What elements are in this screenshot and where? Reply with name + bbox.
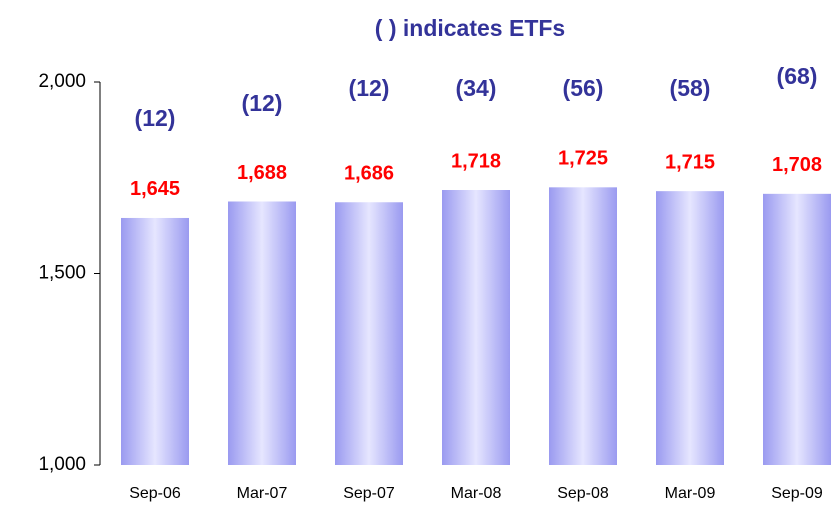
y-tick-label: 1,500 bbox=[38, 263, 86, 284]
x-tick-label: Sep-07 bbox=[343, 485, 395, 502]
x-tick-label: Mar-07 bbox=[237, 485, 288, 502]
bar bbox=[549, 187, 617, 465]
value-label: 1,688 bbox=[237, 162, 287, 184]
value-label: 1,686 bbox=[344, 163, 394, 185]
bar bbox=[335, 202, 403, 465]
x-tick-label: Mar-08 bbox=[451, 485, 502, 502]
etf-label: (12) bbox=[135, 105, 176, 131]
value-label: 1,725 bbox=[558, 148, 608, 170]
etf-label: (12) bbox=[242, 90, 283, 116]
value-label: 1,718 bbox=[451, 150, 501, 172]
value-label: 1,645 bbox=[130, 178, 180, 200]
x-tick-label: Sep-08 bbox=[557, 485, 609, 502]
value-label: 1,715 bbox=[665, 151, 715, 173]
etf-label: (68) bbox=[777, 63, 818, 89]
bar bbox=[121, 217, 189, 465]
x-tick-label: Sep-06 bbox=[129, 485, 181, 502]
bar bbox=[228, 201, 296, 465]
etf-label: (12) bbox=[349, 75, 390, 101]
bar bbox=[763, 193, 831, 465]
bar bbox=[656, 191, 724, 465]
chart-title: ( ) indicates ETFs bbox=[375, 15, 565, 41]
x-tick-label: Sep-09 bbox=[771, 485, 823, 502]
y-tick-label: 1,000 bbox=[38, 454, 86, 475]
etf-label: (58) bbox=[670, 75, 711, 101]
etf-label: (56) bbox=[563, 75, 604, 101]
y-tick-label: 2,000 bbox=[38, 71, 86, 92]
bar bbox=[442, 190, 510, 466]
x-tick-label: Mar-09 bbox=[665, 485, 716, 502]
value-label: 1,708 bbox=[772, 154, 822, 176]
etf-label: (34) bbox=[456, 75, 497, 101]
